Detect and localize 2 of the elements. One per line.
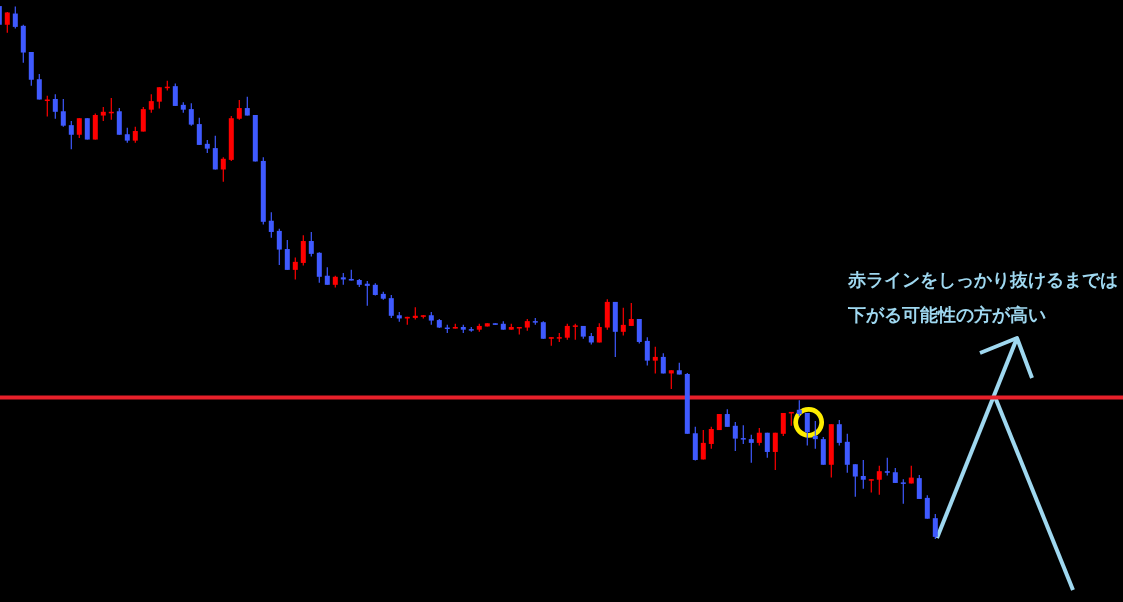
annotation: 下がる可能性の方が高い [848,305,1046,325]
annotation: 赤ラインをしっかり抜けるまでは [848,270,1118,290]
